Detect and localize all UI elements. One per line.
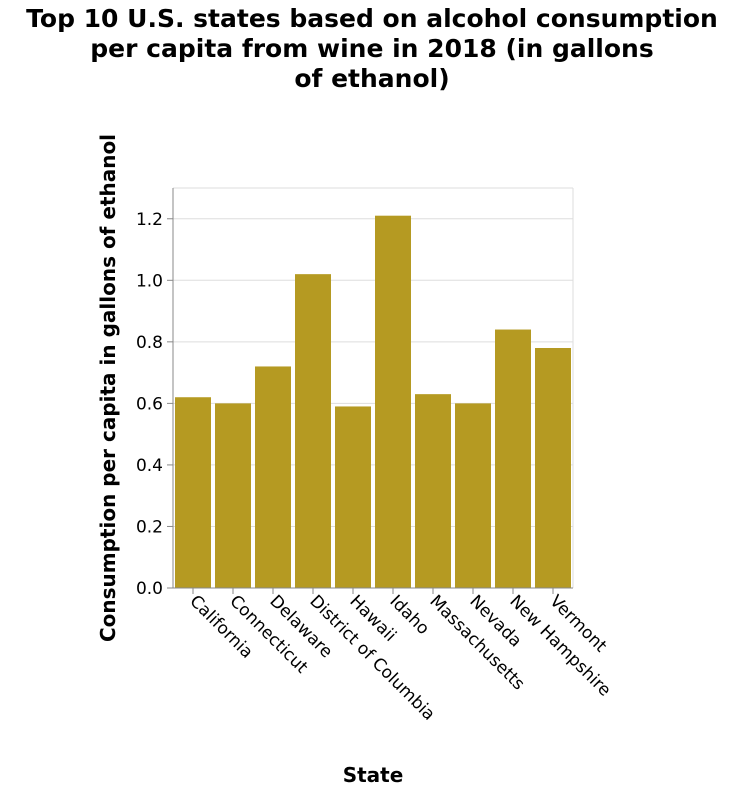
bar — [175, 397, 211, 588]
chart-title-line-2: per capita from wine in 2018 (in gallons — [90, 34, 654, 63]
bar — [455, 403, 491, 588]
y-axis-title: Consumption per capita in gallons of eth… — [96, 134, 120, 642]
y-tick-label: 1.2 — [136, 210, 163, 230]
bar — [255, 366, 291, 588]
chart-title-line-3: of ethanol) — [294, 64, 450, 93]
chart-title-line-1: Top 10 U.S. states based on alcohol cons… — [26, 4, 718, 33]
bar — [335, 406, 371, 588]
x-axis-title: State — [343, 763, 404, 787]
bar — [535, 348, 571, 588]
bar — [415, 394, 451, 588]
y-tick-label: 0.2 — [136, 517, 163, 537]
chart-title: Top 10 U.S. states based on alcohol cons… — [0, 4, 744, 94]
y-tick-label: 0.0 — [136, 579, 163, 599]
y-tick-label: 1.0 — [136, 271, 163, 291]
bar — [375, 215, 411, 588]
y-tick-label: 0.6 — [136, 394, 163, 414]
bar-layer — [175, 215, 571, 588]
y-tick-label: 0.4 — [136, 456, 163, 476]
bar — [495, 329, 531, 588]
y-tick-label: 0.8 — [136, 333, 163, 353]
bar — [295, 274, 331, 588]
bar — [215, 403, 251, 588]
